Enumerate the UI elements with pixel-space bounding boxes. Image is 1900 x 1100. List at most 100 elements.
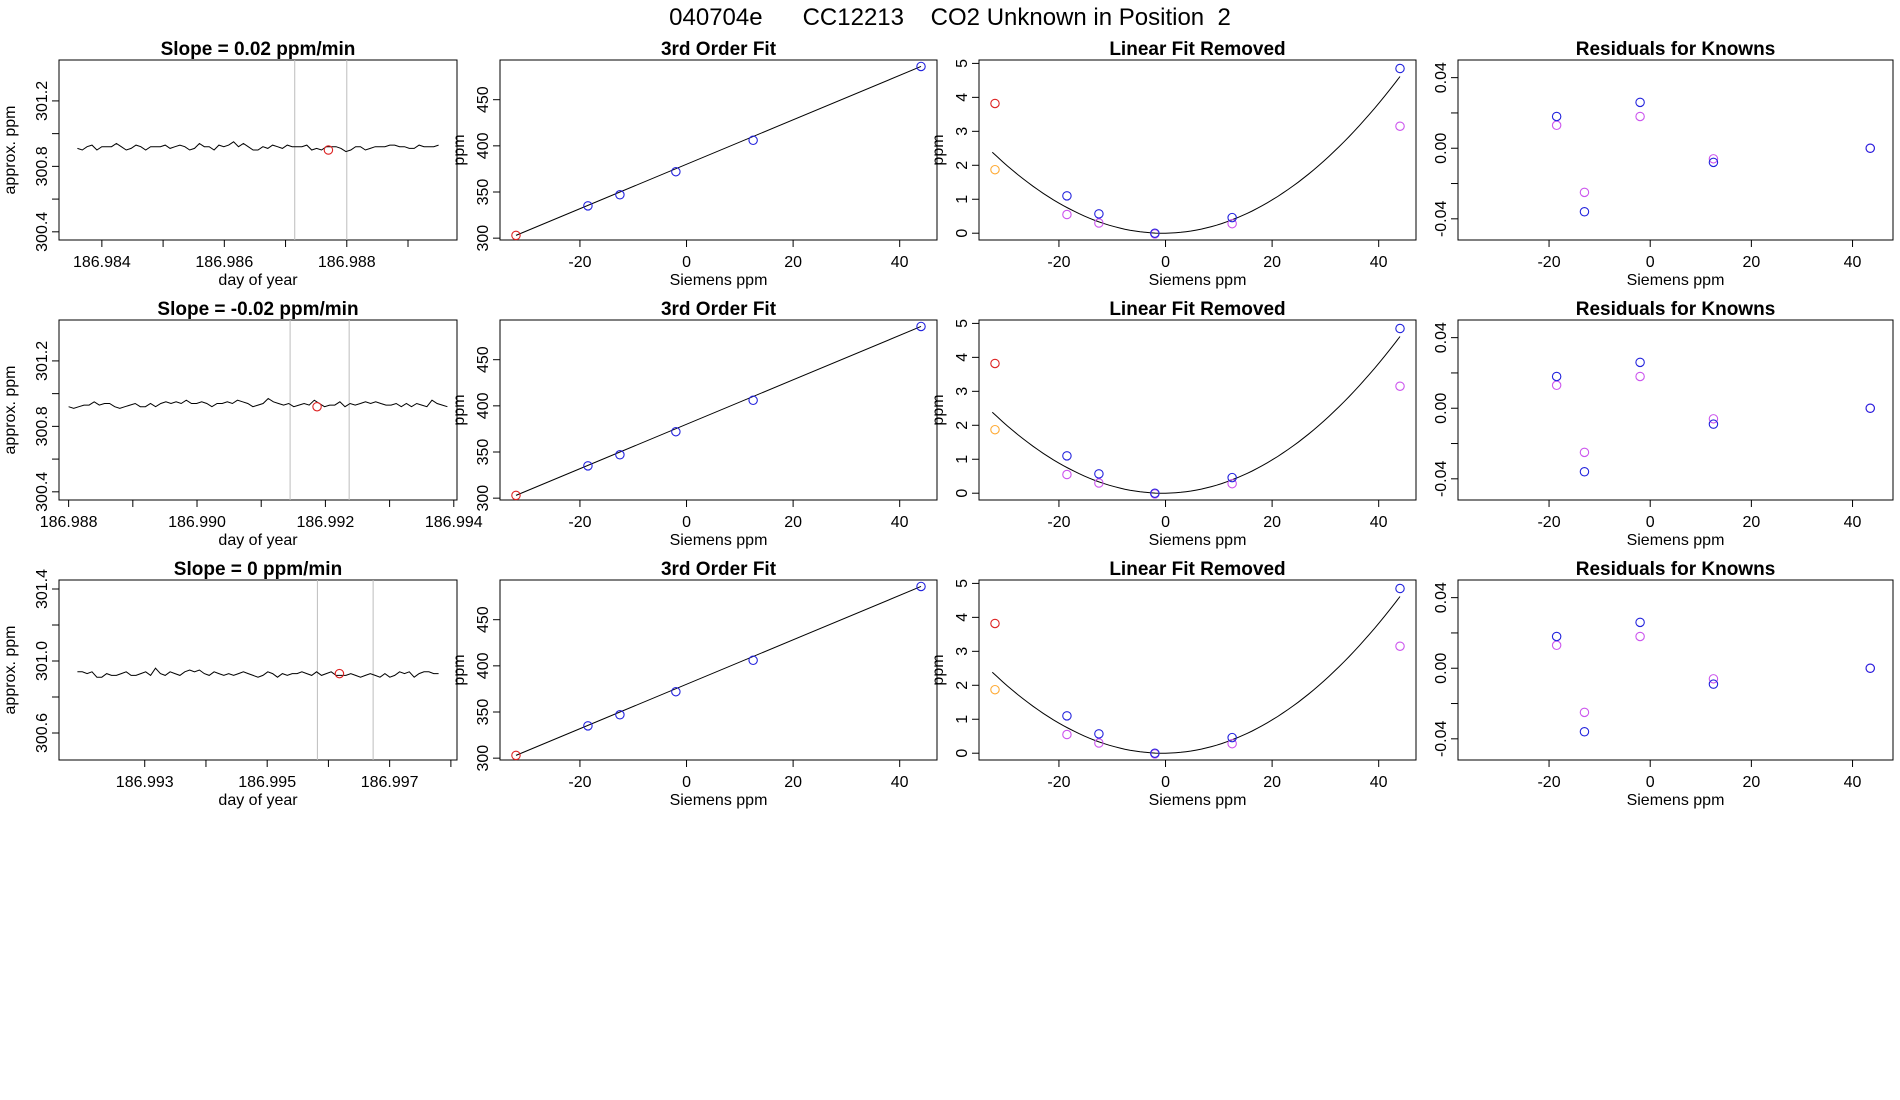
- alt-residual-point: [1579, 447, 1590, 458]
- known-point: [1227, 472, 1237, 483]
- x-tick-label: -20: [1047, 514, 1070, 531]
- plot-frame: [1457, 59, 1894, 241]
- y-axis-label: approx. ppm: [2, 366, 19, 455]
- x-tick-label: 0: [682, 514, 691, 531]
- x-tick-label: 0: [1161, 774, 1170, 791]
- y-tick-label: 5: [954, 59, 971, 68]
- fit-curve: [991, 596, 1401, 754]
- unknown-point: [511, 490, 521, 501]
- y-tick-label: 400: [475, 392, 492, 419]
- x-tick-label: 186.988: [318, 254, 376, 271]
- known-point: [671, 686, 681, 697]
- panel-fit-row-3: 3rd Order Fit -20 0 20 40 300 350 400 450 Siemens…: [451, 559, 938, 809]
- alt-residual-point: [1579, 707, 1590, 718]
- x-tick-label: -20: [568, 514, 591, 531]
- series-line: [68, 397, 448, 409]
- alt-point: [1227, 218, 1237, 229]
- y-tick-label: 300.8: [34, 406, 51, 446]
- x-tick-label: 20: [784, 774, 802, 791]
- known-point: [748, 655, 758, 666]
- series-line: [77, 141, 439, 153]
- x-tick-label: 40: [1370, 514, 1388, 531]
- x-tick-label: -20: [1047, 254, 1070, 271]
- y-tick-label: 400: [475, 652, 492, 679]
- alt-point: [1094, 738, 1104, 748]
- known-point: [615, 710, 625, 720]
- x-tick-label: 20: [1263, 514, 1281, 531]
- panel-title: Slope = 0 ppm/min: [174, 559, 342, 580]
- x-tick-label: 0: [1646, 514, 1655, 531]
- panel-residuals-row-3: Residuals for Knowns -20 0 20 40 -0.04 0.00 0.0…: [1433, 559, 1894, 809]
- known-residual-point: [1579, 207, 1590, 217]
- x-axis-label: Siemens ppm: [1627, 792, 1725, 809]
- panel-title: 3rd Order Fit: [661, 559, 777, 580]
- y-tick-label: 4: [954, 613, 971, 622]
- outlier-point: [990, 684, 1000, 695]
- known-residual-point: [1708, 679, 1719, 689]
- plot-frame: [58, 319, 458, 501]
- panel-title: Residuals for Knowns: [1576, 39, 1776, 60]
- known-point: [1094, 209, 1104, 219]
- y-tick-label: 2: [954, 161, 971, 170]
- panel-time-series-row-1: Slope = 0.02 ppm/min 186.984 186.986 186.98…: [2, 39, 458, 289]
- known-point: [583, 721, 593, 731]
- x-tick-label: 186.984: [73, 254, 131, 271]
- plot-frame: [978, 579, 1417, 761]
- x-tick-label: 186.997: [361, 774, 419, 791]
- x-axis-label: day of year: [218, 792, 298, 809]
- x-tick-label: 186.992: [296, 514, 354, 531]
- known-point: [1227, 732, 1237, 743]
- known-point: [615, 190, 625, 200]
- known-point: [1395, 583, 1405, 594]
- panel-time-series-row-2: Slope = -0.02 ppm/min 186.988 186.990 186.9…: [2, 299, 483, 549]
- fit-line: [515, 66, 922, 236]
- known-residual-point: [1708, 419, 1719, 429]
- y-tick-label: 300: [475, 485, 492, 512]
- y-tick-label: 400: [475, 132, 492, 159]
- x-tick-label: 20: [1742, 774, 1760, 791]
- alt-point: [1227, 738, 1237, 749]
- plot-frame: [978, 59, 1417, 241]
- known-point: [1150, 488, 1160, 498]
- x-axis-label: day of year: [218, 272, 298, 289]
- known-point: [916, 321, 926, 332]
- known-point: [1062, 191, 1072, 201]
- alt-residual-point: [1551, 380, 1562, 391]
- known-point: [748, 395, 758, 406]
- known-residual-point: [1579, 467, 1590, 477]
- known-point: [1395, 323, 1405, 334]
- y-tick-label: 0.04: [1433, 582, 1450, 613]
- y-tick-label: 5: [954, 319, 971, 328]
- x-tick-label: -20: [568, 774, 591, 791]
- plot-frame: [58, 579, 458, 761]
- y-tick-label: 301.4: [34, 569, 51, 609]
- y-tick-label: 300.8: [34, 146, 51, 186]
- known-point: [583, 461, 593, 471]
- outlier-point: [990, 164, 1000, 175]
- x-tick-label: 0: [682, 254, 691, 271]
- unknown-point: [511, 750, 521, 761]
- x-axis-label: Siemens ppm: [1149, 792, 1247, 809]
- alt-point: [1395, 641, 1405, 651]
- y-tick-label: 3: [954, 647, 971, 656]
- x-axis-label: Siemens ppm: [1627, 272, 1725, 289]
- plot-frame: [499, 579, 938, 761]
- x-tick-label: -20: [568, 254, 591, 271]
- y-tick-label: 5: [954, 579, 971, 588]
- plot-frame: [499, 319, 938, 501]
- y-tick-label: 2: [954, 681, 971, 690]
- x-tick-label: 20: [1742, 514, 1760, 531]
- known-point: [671, 166, 681, 177]
- y-tick-label: 350: [475, 699, 492, 726]
- plot-frame: [1457, 579, 1894, 761]
- panel-title: 3rd Order Fit: [661, 39, 777, 60]
- panel-title: Residuals for Knowns: [1576, 559, 1776, 580]
- y-tick-label: 3: [954, 387, 971, 396]
- x-tick-label: 0: [1646, 774, 1655, 791]
- plot-frame: [1457, 319, 1894, 501]
- plot-frame: [978, 319, 1417, 501]
- y-tick-label: 300.4: [34, 212, 51, 252]
- alt-residual-point: [1708, 154, 1719, 164]
- alt-point: [1062, 209, 1072, 220]
